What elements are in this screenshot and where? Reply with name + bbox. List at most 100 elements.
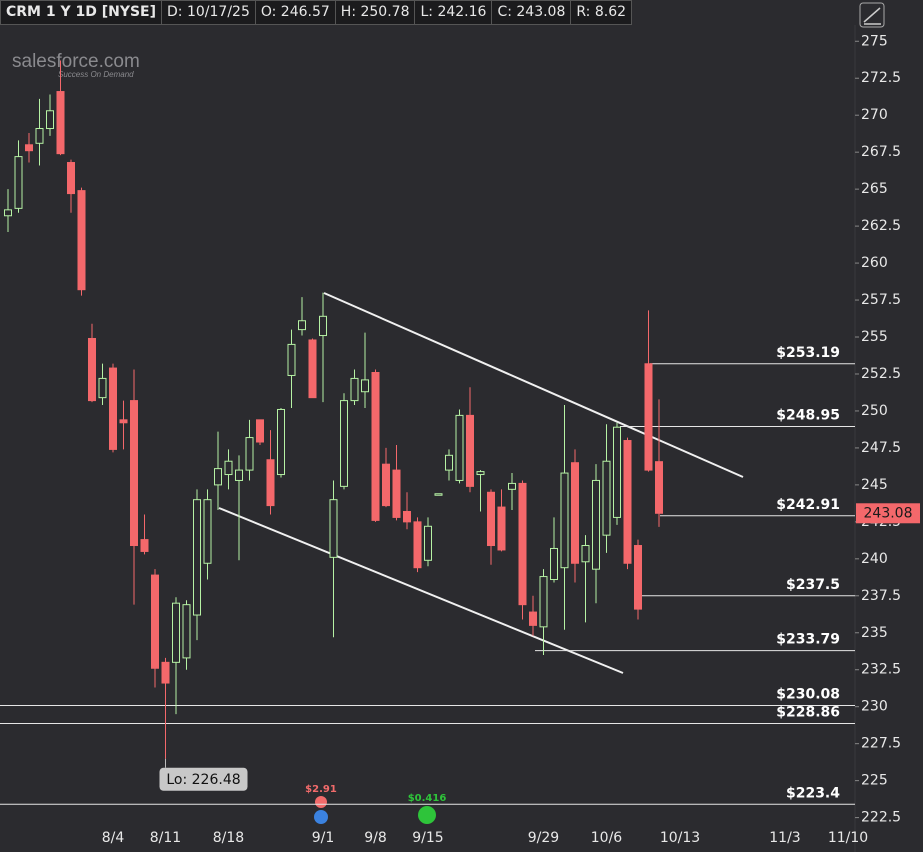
level-label: $253.19 — [776, 345, 840, 361]
candle-body — [308, 339, 317, 399]
candle-body — [497, 506, 506, 551]
candle-body — [445, 454, 453, 471]
header: CRM 1 Y 1D [NYSE] D: 10/17/25 O: 246.57 H: … — [0, 0, 633, 25]
candle-body — [508, 482, 516, 490]
x-tick-label: 8/18 — [213, 830, 244, 846]
x-tick-label: 10/6 — [591, 830, 623, 846]
candle-body — [623, 440, 632, 564]
logo: salesforce.com — [12, 51, 140, 72]
candle-body — [298, 320, 306, 331]
candle-body — [214, 468, 222, 486]
event-label: $0.416 — [408, 793, 447, 804]
candle-body — [487, 491, 495, 547]
y-tick-label: 230 — [861, 699, 888, 715]
price-tag — [856, 503, 920, 524]
candle-body — [424, 525, 432, 561]
logo-tagline: Success On Demand — [58, 70, 134, 79]
candle-body — [644, 363, 653, 471]
x-tick-label: 9/1 — [312, 830, 335, 846]
header-cell: L: 242.16 — [415, 0, 493, 25]
header-cell: O: 246.57 — [255, 0, 336, 25]
candle-body — [455, 414, 464, 481]
candle-body — [560, 472, 569, 569]
event-label: $2.91 — [305, 784, 337, 795]
x-tick-label: 9/15 — [412, 830, 443, 846]
candle-body — [182, 604, 191, 659]
candle-body — [403, 511, 411, 523]
candle-body — [634, 545, 642, 610]
y-tick-label: 240 — [861, 551, 888, 567]
level-label: $242.91 — [776, 497, 840, 513]
x-tick-label: 8/11 — [150, 830, 181, 846]
candle-body — [140, 539, 149, 552]
event-icon[interactable] — [315, 796, 327, 808]
header-cell: D: 10/17/25 — [162, 0, 256, 25]
candle-body — [130, 400, 138, 547]
candle-body — [235, 469, 243, 481]
candle-body — [392, 469, 401, 518]
candle-body — [203, 499, 212, 564]
level-label: $228.86 — [776, 705, 840, 721]
candle-body — [581, 545, 590, 563]
trendline — [323, 292, 744, 478]
candle-body — [476, 471, 485, 476]
y-tick-label: 247.5 — [861, 440, 901, 456]
candle-body — [245, 437, 254, 471]
y-tick-label: 270 — [861, 107, 888, 123]
candle-body — [4, 209, 12, 217]
candle-body — [56, 91, 65, 155]
x-tick-label: 11/10 — [828, 830, 868, 846]
candle-body — [256, 419, 264, 443]
candle-body — [35, 128, 44, 144]
y-tick-label: 225 — [861, 773, 888, 789]
candle-body — [172, 602, 180, 663]
candle-body — [88, 337, 96, 402]
candle-body — [413, 521, 422, 569]
candle-body — [266, 459, 275, 507]
y-tick-label: 257.5 — [861, 292, 901, 308]
draw-tool-icon — [863, 7, 881, 25]
x-tick-label: 8/4 — [102, 830, 125, 846]
level-label: $248.95 — [776, 407, 840, 423]
y-tick-label: 237.5 — [861, 588, 901, 604]
candle-body — [25, 144, 33, 152]
candle-body — [350, 377, 359, 402]
candle-body — [539, 576, 548, 628]
candle-body — [287, 343, 296, 376]
x-tick-label: 10/13 — [660, 830, 700, 846]
y-tick-label: 275 — [861, 33, 888, 49]
candle-body — [277, 408, 285, 476]
header-cell: C: 243.08 — [492, 0, 572, 25]
candle-body — [655, 461, 663, 514]
header-cell: H: 250.78 — [335, 0, 416, 25]
y-tick-label: 222.5 — [861, 810, 901, 826]
y-tick-label: 265 — [861, 181, 888, 197]
y-tick-label: 272.5 — [861, 70, 901, 86]
candle-body — [151, 574, 159, 669]
y-tick-label: 235 — [861, 625, 888, 641]
level-label: $233.79 — [776, 632, 840, 648]
event-icon[interactable] — [418, 806, 436, 824]
candle-body — [371, 372, 380, 521]
candle-body — [602, 460, 611, 536]
candle-body — [224, 460, 233, 476]
low-label: Lo: 226.48 — [166, 772, 240, 788]
y-tick-label: 260 — [861, 255, 888, 271]
candle-body — [340, 400, 348, 487]
x-tick-label: 11/3 — [769, 830, 800, 846]
draw-tool[interactable] — [859, 2, 885, 28]
candle-body — [382, 463, 390, 507]
candle-body — [67, 162, 75, 195]
x-tick-label: 9/8 — [364, 830, 387, 846]
y-tick-label: 262.5 — [861, 218, 901, 234]
x-tick-label: 9/29 — [528, 830, 559, 846]
candle-body — [14, 156, 23, 209]
draw-tool-frame[interactable] — [859, 2, 885, 28]
candle-body — [109, 367, 117, 450]
low-label-box — [159, 767, 248, 791]
level-label: $223.4 — [786, 785, 840, 801]
price-tag-label: 243.08 — [864, 505, 913, 521]
candle-body — [77, 190, 86, 291]
event-icon[interactable] — [314, 810, 328, 824]
